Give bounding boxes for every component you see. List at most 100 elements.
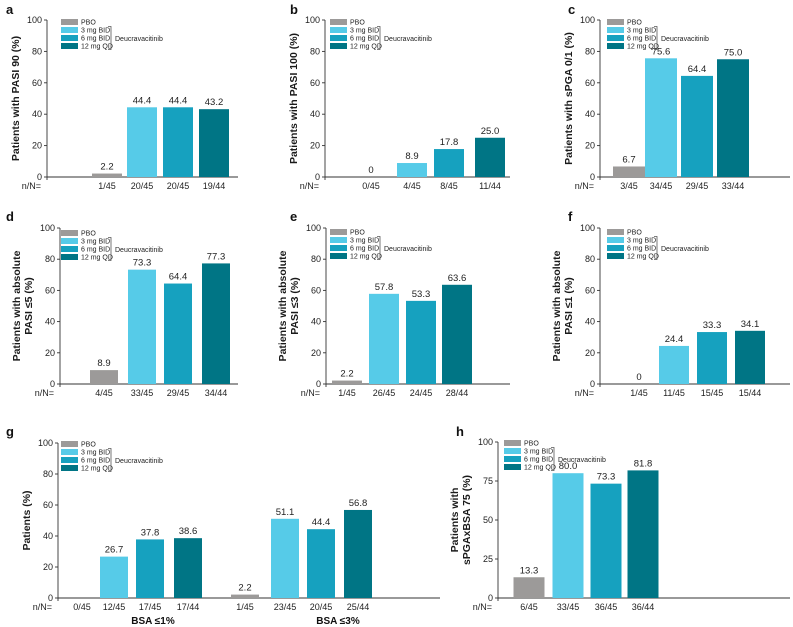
bar-h-3 bbox=[627, 470, 659, 598]
y-axis-label-f: PASI ≤1 (%) bbox=[563, 277, 575, 335]
nn-label-b-2: 8/45 bbox=[440, 181, 458, 191]
bar-value-label-c-0: 6.7 bbox=[622, 154, 635, 165]
bar-g1-3 bbox=[344, 509, 372, 598]
legend-label-d-3: 12 mg QD bbox=[81, 255, 113, 262]
bar-e-1 bbox=[369, 293, 399, 384]
legend-swatch-a-1 bbox=[61, 27, 78, 33]
bar-value-label-f-2: 33.3 bbox=[703, 320, 722, 331]
bar-value-label-d-2: 64.4 bbox=[169, 272, 188, 283]
nn-label-a-1: 20/45 bbox=[131, 181, 154, 191]
y-axis-label-c: Patients with sPGA 0/1 (%) bbox=[563, 32, 575, 165]
legend-swatch-d-3 bbox=[61, 254, 78, 260]
y-tick-label-c: 60 bbox=[585, 78, 595, 88]
y-tick-label-g: 60 bbox=[43, 500, 53, 510]
bar-f-1 bbox=[659, 345, 689, 384]
bar-value-label-a-1: 44.4 bbox=[133, 95, 152, 106]
legend-label-a-0: PBO bbox=[81, 20, 96, 27]
panel-a: a 0 20 40 60 80 100 Patients with PASI 90 (%) n/… bbox=[6, 2, 238, 191]
y-tick-label-h: 100 bbox=[478, 437, 493, 447]
y-tick-label-b: 20 bbox=[310, 141, 320, 151]
bar-value-label-h-1: 80.0 bbox=[559, 461, 578, 472]
bar-h-1 bbox=[552, 473, 584, 598]
nn-label-b-0: 0/45 bbox=[362, 181, 380, 191]
y-axis-label-d: PASI ≤5 (%) bbox=[23, 277, 35, 335]
bar-value-label-g1-2: 44.4 bbox=[312, 517, 331, 528]
bar-value-label-h-2: 73.3 bbox=[597, 472, 616, 483]
y-tick-label-e: 40 bbox=[311, 317, 321, 327]
y-tick-label-d: 100 bbox=[40, 223, 55, 233]
y-axis-label-a: Patients with PASI 90 (%) bbox=[10, 36, 22, 161]
bar-g0-1 bbox=[100, 556, 128, 598]
panel-c: c 0 20 40 60 80 100 Patients with sPGA 0/1 (%) n… bbox=[563, 2, 790, 191]
legend-bracket-f bbox=[654, 236, 658, 260]
legend-swatch-c-1 bbox=[607, 27, 624, 33]
nn-label-f-2: 15/45 bbox=[701, 388, 724, 398]
bar-f-3 bbox=[735, 330, 765, 384]
legend-label-b-1: 3 mg BID bbox=[350, 28, 379, 35]
y-tick-label-d: 60 bbox=[45, 285, 55, 295]
bar-value-label-b-0: 0 bbox=[368, 165, 373, 176]
legend-label-f-1: 3 mg BID bbox=[627, 238, 656, 245]
y-tick-label-g: 40 bbox=[43, 531, 53, 541]
legend-label-c-3: 12 mg QD bbox=[627, 44, 659, 51]
nn-prefix-e: n/N= bbox=[301, 388, 320, 398]
bar-value-label-g0-2: 37.8 bbox=[141, 527, 160, 538]
bar-g1-1 bbox=[271, 518, 299, 598]
legend-label-g-1: 3 mg BID bbox=[81, 450, 110, 457]
y-tick-label-g: 0 bbox=[48, 593, 53, 603]
legend-swatch-c-2 bbox=[607, 35, 624, 41]
y-tick-label-c: 100 bbox=[580, 15, 595, 25]
legend-label-d-2: 6 mg BID bbox=[81, 247, 110, 254]
y-tick-label-g: 80 bbox=[43, 469, 53, 479]
legend-swatch-g-0 bbox=[61, 441, 78, 447]
legend-label-g-2: 6 mg BID bbox=[81, 458, 110, 465]
nn-label-c-1: 34/45 bbox=[650, 181, 673, 191]
legend-label-a-1: 3 mg BID bbox=[81, 28, 110, 35]
legend-bracket-a bbox=[108, 26, 112, 50]
legend-swatch-h-2 bbox=[504, 456, 521, 462]
y-tick-label-f: 0 bbox=[590, 379, 595, 389]
legend-swatch-c-3 bbox=[607, 43, 624, 49]
y-tick-label-b: 80 bbox=[310, 46, 320, 56]
legend-swatch-b-1 bbox=[330, 27, 347, 33]
bar-value-label-b-2: 17.8 bbox=[440, 137, 459, 148]
nn-label-e-2: 24/45 bbox=[410, 388, 433, 398]
bar-c-1 bbox=[645, 58, 677, 177]
legend-label-b-2: 6 mg BID bbox=[350, 36, 379, 43]
bar-a-3 bbox=[199, 109, 229, 177]
nn-label-b-3: 11/44 bbox=[479, 181, 501, 191]
nn-label-c-3: 33/44 bbox=[722, 181, 745, 191]
y-tick-label-a: 0 bbox=[37, 172, 42, 182]
group-label-0: BSA ≤1% bbox=[131, 616, 175, 627]
bar-value-label-e-3: 63.6 bbox=[448, 273, 467, 284]
legend-bracket-e bbox=[377, 236, 381, 260]
y-axis-label-h: sPGAxBSA 75 (%) bbox=[461, 475, 473, 565]
panel-label-d: d bbox=[6, 209, 14, 224]
nn-label-f-0: 1/45 bbox=[630, 388, 648, 398]
panel-h: h 0 25 50 75 100 Patients with sPGAxBSA 75 (%) n… bbox=[449, 424, 790, 612]
y-tick-label-b: 60 bbox=[310, 78, 320, 88]
bar-d-2 bbox=[164, 283, 192, 384]
legend-bracket-label-c: Deucravacitinib bbox=[661, 36, 709, 43]
bar-value-label-g1-0: 2.2 bbox=[238, 583, 251, 594]
panel-label-c: c bbox=[568, 2, 575, 17]
panel-label-e: e bbox=[290, 209, 297, 224]
bar-h-0 bbox=[513, 577, 545, 598]
y-axis-label-e: Patients with absolute bbox=[277, 250, 289, 361]
nn-label-g1-2: 20/45 bbox=[310, 602, 333, 612]
y-tick-label-d: 0 bbox=[50, 379, 55, 389]
legend-bracket-label-b: Deucravacitinib bbox=[384, 36, 432, 43]
legend-swatch-h-0 bbox=[504, 440, 521, 446]
legend-label-h-3: 12 mg QD bbox=[524, 465, 556, 472]
panel-label-b: b bbox=[290, 2, 298, 17]
legend-bracket-label-f: Deucravacitinib bbox=[661, 246, 709, 253]
y-tick-label-d: 80 bbox=[45, 254, 55, 264]
y-axis-label-e: PASI ≤3 (%) bbox=[289, 277, 301, 335]
bar-b-3 bbox=[475, 137, 505, 177]
bar-value-label-h-0: 13.3 bbox=[520, 565, 539, 576]
legend-bracket-h bbox=[551, 447, 555, 471]
legend-swatch-d-0 bbox=[61, 230, 78, 236]
legend-bracket-label-h: Deucravacitinib bbox=[558, 457, 606, 464]
y-tick-label-g: 20 bbox=[43, 562, 53, 572]
nn-prefix-d: n/N= bbox=[35, 388, 54, 398]
